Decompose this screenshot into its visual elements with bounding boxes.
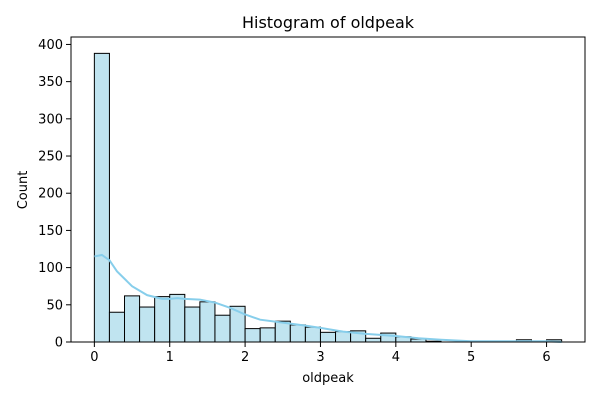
x-tick-label: 3 — [316, 350, 324, 365]
chart-title: Histogram of oldpeak — [242, 13, 415, 32]
histogram-bar — [365, 337, 382, 343]
histogram-bar — [335, 331, 352, 343]
y-tick-label: 300 — [38, 112, 63, 127]
x-tick-label: 2 — [241, 350, 249, 365]
y-tick-label: 200 — [38, 187, 63, 202]
x-tick-label: 4 — [392, 350, 400, 365]
y-tick-label: 350 — [38, 75, 63, 90]
histogram-bar — [199, 301, 216, 343]
y-axis-ticks: 0 50 100 150 200 250 300 350 400 — [38, 38, 71, 351]
y-tick-label: 250 — [38, 150, 63, 165]
plot-frame — [70, 36, 586, 343]
histogram-bar — [214, 314, 231, 343]
kde-curve — [94, 253, 562, 343]
histogram-bar — [169, 293, 186, 343]
y-tick-label: 50 — [46, 298, 63, 313]
x-tick-label: 1 — [166, 350, 174, 365]
histogram-bar — [289, 324, 306, 343]
histogram-bar — [319, 331, 337, 343]
y-tick-label: 0 — [55, 336, 63, 351]
x-tick-label: 0 — [90, 350, 98, 365]
histogram-bar — [244, 328, 261, 343]
histogram-bar — [124, 295, 141, 343]
y-axis-label: Count — [16, 171, 31, 210]
x-tick-label: 6 — [542, 350, 550, 365]
histogram-bar — [93, 52, 110, 343]
histogram-bar — [304, 326, 321, 343]
x-axis-label: oldpeak — [302, 371, 354, 386]
y-tick-label: 100 — [38, 261, 63, 276]
y-tick-label: 150 — [38, 224, 63, 239]
histogram-bar — [259, 327, 276, 343]
x-tick-label: 5 — [467, 350, 475, 365]
x-axis-ticks: 0 1 2 3 4 5 6 — [90, 342, 551, 365]
y-tick-label: 400 — [38, 38, 63, 53]
histogram-bar — [108, 311, 126, 343]
histogram-bar — [154, 296, 171, 343]
histogram-bar — [184, 306, 201, 343]
histogram-bar — [139, 306, 156, 343]
